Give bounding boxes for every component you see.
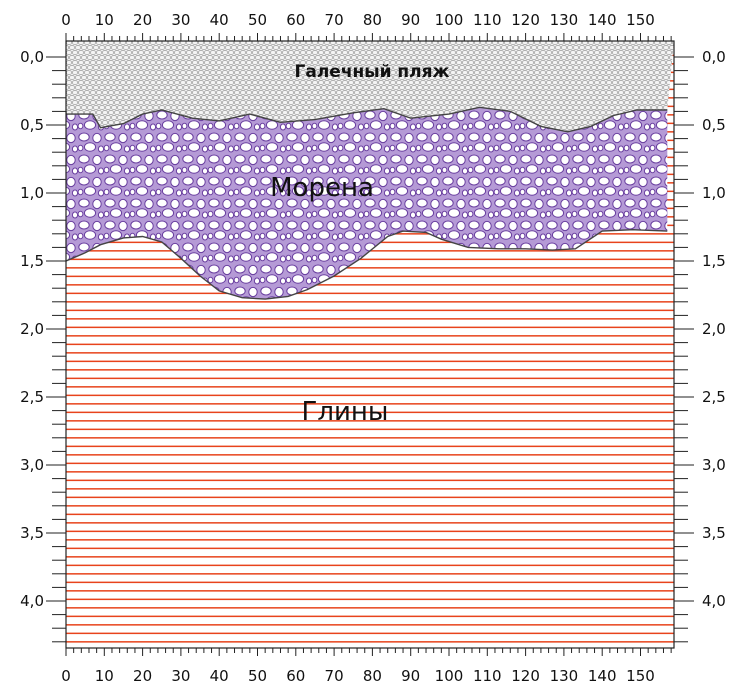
x-tick-label-top: 50 (248, 11, 267, 29)
y-tick-label-left: 2,0 (20, 320, 44, 338)
y-tick-label-right: 3,5 (702, 524, 726, 542)
y-tick-label-right: 1,5 (702, 252, 726, 270)
x-tick-label-top: 140 (588, 11, 617, 29)
x-tick-label-bottom: 100 (435, 667, 464, 685)
y-tick-label-right: 1,0 (702, 184, 726, 202)
x-tick-label-bottom: 60 (286, 667, 305, 685)
y-tick-label-left: 1,0 (20, 184, 44, 202)
x-tick-label-bottom: 110 (473, 667, 502, 685)
y-axis-right: 0,0 0,5 1,0 1,5 2,0 2,5 3,0 3,5 4,0 (702, 48, 726, 610)
section-frame (65, 40, 675, 649)
x-tick-label-bottom: 50 (248, 667, 267, 685)
x-tick-label-top: 110 (473, 11, 502, 29)
x-tick-label-bottom: 90 (401, 667, 420, 685)
x-tick-label-bottom: 120 (511, 667, 540, 685)
y-tick-label-left: 3,5 (20, 524, 44, 542)
y-tick-label-left: 1,5 (20, 252, 44, 270)
y-tick-label-right: 2,5 (702, 388, 726, 406)
x-tick-label-top: 30 (171, 11, 190, 29)
beach-moraine-boundary (66, 106, 668, 133)
moraine-layer (66, 107, 668, 300)
pebble-beach-layer (66, 41, 674, 132)
x-tick-label-bottom: 70 (325, 667, 344, 685)
y-tick-label-right: 2,0 (702, 320, 726, 338)
y-tick-label-right: 0,0 (702, 48, 726, 66)
x-tick-label-top: 10 (95, 11, 114, 29)
x-tick-label-top: 70 (325, 11, 344, 29)
x-tick-label-bottom: 40 (210, 667, 229, 685)
x-tick-label-bottom: 130 (550, 667, 579, 685)
x-tick-label-bottom: 10 (95, 667, 114, 685)
y-tick-label-left: 2,5 (20, 388, 44, 406)
y-axis-left: 0,0 0,5 1,0 1,5 2,0 2,5 3,0 3,5 4,0 (20, 48, 44, 610)
layer-label-moraine: Морена (270, 173, 374, 203)
x-axis-top: 0 10 20 30 40 50 60 70 80 90 100 110 120 130 140 150 (61, 11, 655, 29)
x-tick-label-top: 60 (286, 11, 305, 29)
moraine-clay-boundary (66, 228, 668, 300)
y-tick-label-left: 0,5 (20, 116, 44, 134)
y-tick-label-right: 0,5 (702, 116, 726, 134)
y-tick-label-left: 0,0 (20, 48, 44, 66)
x-tick-label-top: 90 (401, 11, 420, 29)
x-tick-label-bottom: 150 (626, 667, 655, 685)
x-tick-label-top: 20 (133, 11, 152, 29)
layer-label-clay: Глины (302, 397, 389, 427)
x-tick-label-bottom: 20 (133, 667, 152, 685)
y-tick-label-left: 4,0 (20, 592, 44, 610)
y-tick-label-right: 3,0 (702, 456, 726, 474)
x-tick-label-bottom: 140 (588, 667, 617, 685)
x-tick-label-top: 0 (61, 11, 71, 29)
x-tick-label-bottom: 0 (61, 667, 71, 685)
x-tick-label-bottom: 30 (171, 667, 190, 685)
layer-label-pebble-beach: Галечный пляж (295, 62, 450, 82)
y-tick-label-right: 4,0 (702, 592, 726, 610)
x-tick-label-top: 40 (210, 11, 229, 29)
x-tick-label-top: 100 (435, 11, 464, 29)
x-axis-bottom: 0 10 20 30 40 50 60 70 80 90 100 110 120 130 140 150 (61, 667, 655, 685)
x-tick-label-top: 120 (511, 11, 540, 29)
y-tick-label-left: 3,0 (20, 456, 44, 474)
x-tick-label-top: 80 (363, 11, 382, 29)
x-tick-label-top: 150 (626, 11, 655, 29)
x-tick-label-top: 130 (550, 11, 579, 29)
x-tick-label-bottom: 80 (363, 667, 382, 685)
